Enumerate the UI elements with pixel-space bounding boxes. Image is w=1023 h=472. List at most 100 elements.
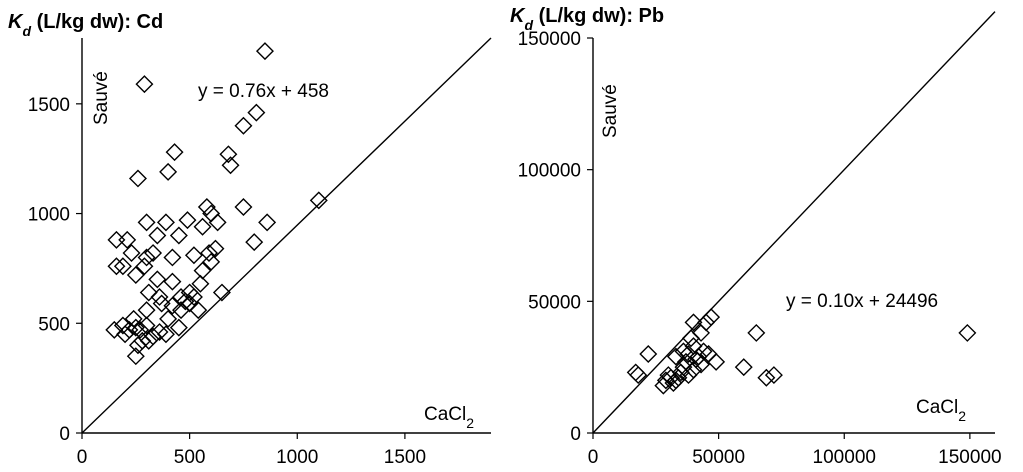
cd-y-tick-label: 500 [38,314,70,335]
cd-data-point [221,156,240,175]
cd-data-point [126,347,145,366]
pb-y-axis-label: Sauvé [600,84,621,138]
cd-data-point [126,318,145,337]
cd-data-point [163,296,182,315]
cd-x-tick-label: 1000 [276,447,318,468]
cd-data-point [135,257,154,276]
pb-y-tick-label: 100000 [518,161,581,182]
cd-data-point [139,283,158,302]
cd-data-point [247,103,266,122]
pb-data-point [757,368,776,387]
cd-data-point [193,261,212,280]
cd-data-point [137,301,156,320]
pb-x-tick-label: 100000 [813,447,876,468]
cd-y-tick-label: 1500 [28,95,70,116]
cd-regression-equation: y = 0.76x + 458 [198,81,329,102]
cd-data-point [180,294,199,313]
cd-data-point [137,213,156,232]
pb-data-point [707,352,726,371]
cd-data-point [184,287,203,306]
pb-data-point [626,363,645,382]
pb-data-point [764,366,783,385]
cd-data-point [309,191,328,210]
pb-x-tick-label: 50000 [692,447,745,468]
pb-data-point [684,360,703,379]
cd-x-axis-label: CaCl2 [424,404,474,431]
pb-data-point [661,368,680,387]
cd-data-point [118,230,137,249]
cd-data-point [219,145,238,164]
cd-data-point [152,294,171,313]
cd-data-point [159,162,178,181]
cd-data-point [163,272,182,291]
cd-data-point [120,320,139,339]
cd-data-point [197,197,216,216]
cd-reference-line [81,37,492,434]
cd-data-point [159,309,178,328]
cd-data-point [105,320,124,339]
cd-data-point [122,244,141,263]
cd-data-point [208,213,227,232]
pb-data-point [681,329,700,348]
cd-y-tick-label: 1000 [28,205,70,226]
pb-data-point [679,345,698,363]
pb-data-point [629,366,648,385]
pb-data-point [747,323,766,342]
cd-data-point [150,323,169,342]
pb-data-point [639,345,658,363]
cd-data-point [128,169,147,188]
pb-data-point [684,313,703,332]
pb-scatter-panel: Kd (L/kg dw): Pb Sauvé CaCl2 y = 0.10x +… [510,5,1002,468]
cd-y-tick-label: 0 [59,424,70,445]
cd-data-point [193,217,212,236]
cd-data-point [234,197,253,216]
cd-data-point [178,211,197,230]
cd-data-point [137,316,156,335]
pb-y-tick-label: 50000 [528,292,581,313]
cd-data-point [150,287,169,306]
cd-x-tick-label: 500 [174,447,206,468]
pb-data-point [666,347,685,366]
pb-y-tick-label: 150000 [518,29,581,50]
cd-data-point [191,274,210,293]
cd-data-point [169,318,188,337]
pb-chart-title: Kd (L/kg dw): Pb [510,5,664,33]
cd-data-point [126,266,145,284]
cd-data-point [165,143,184,162]
pb-reference-line [592,11,996,434]
cd-data-point [202,252,221,271]
cd-data-point [176,292,195,311]
cd-y-axis-label: Sauvé [91,71,112,125]
cd-chart-title: Kd (L/kg dw): Cd [8,11,163,39]
cd-data-point [200,244,218,263]
cd-data-point [255,42,274,61]
pb-data-point [699,345,718,363]
cd-data-point [212,283,231,302]
pb-data-point [692,355,711,374]
cd-data-point [133,331,152,350]
cd-data-point [137,248,156,267]
pb-regression-equation: y = 0.10x + 24496 [786,291,938,312]
pb-data-point [674,342,693,361]
cd-data-point [234,116,253,135]
cd-data-point [116,325,135,344]
cd-data-point [148,226,167,245]
cd-x-tick-label: 0 [77,447,88,468]
pb-x-tick-label: 0 [588,447,599,468]
pb-data-point [702,308,721,327]
cd-data-point [156,325,175,344]
pb-x-axis-label: CaCl2 [916,397,966,424]
cd-data-point [163,248,182,267]
cd-data-point [107,230,126,249]
pb-data-point [692,323,711,342]
cd-data-point [169,226,188,245]
cd-data-point [139,331,158,350]
cd-data-point [135,75,154,94]
pb-data-point [656,371,675,390]
cd-data-point [107,257,126,276]
cd-data-point [156,213,175,232]
pb-data-point [958,323,977,342]
cd-data-point [258,213,277,232]
pb-y-tick-label: 0 [570,424,581,445]
